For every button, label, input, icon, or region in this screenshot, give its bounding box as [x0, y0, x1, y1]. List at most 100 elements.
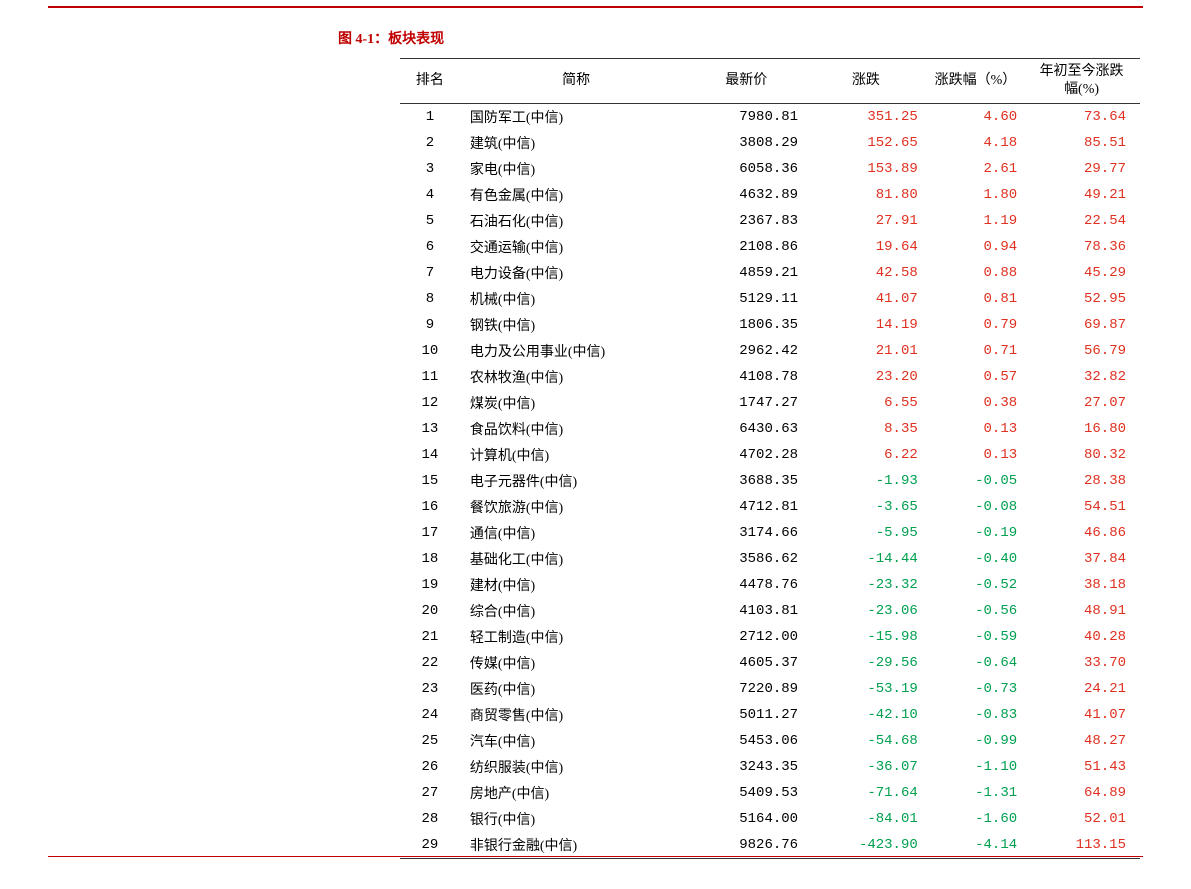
cell-ytd: 51.43 [1031, 754, 1140, 780]
cell-change: -423.90 [808, 832, 928, 859]
cell-pct: -0.19 [928, 520, 1031, 546]
cell-price: 6058.36 [688, 156, 808, 182]
cell-name: 医药(中信) [460, 676, 689, 702]
cell-ytd: 48.91 [1031, 598, 1140, 624]
cell-change: 152.65 [808, 130, 928, 156]
cell-ytd: 28.38 [1031, 468, 1140, 494]
cell-rank: 4 [400, 182, 460, 208]
cell-name: 纺织服装(中信) [460, 754, 689, 780]
cell-price: 4712.81 [688, 494, 808, 520]
cell-change: 153.89 [808, 156, 928, 182]
cell-price: 5011.27 [688, 702, 808, 728]
cell-ytd: 73.64 [1031, 104, 1140, 131]
table-row: 13食品饮料(中信)6430.638.350.1316.80 [400, 416, 1140, 442]
cell-price: 7220.89 [688, 676, 808, 702]
cell-change: 6.55 [808, 390, 928, 416]
cell-ytd: 85.51 [1031, 130, 1140, 156]
cell-price: 3808.29 [688, 130, 808, 156]
cell-name: 建材(中信) [460, 572, 689, 598]
cell-name: 国防军工(中信) [460, 104, 689, 131]
cell-ytd: 40.28 [1031, 624, 1140, 650]
cell-change: 23.20 [808, 364, 928, 390]
cell-change: 21.01 [808, 338, 928, 364]
cell-ytd: 54.51 [1031, 494, 1140, 520]
table-row: 11农林牧渔(中信)4108.7823.200.5732.82 [400, 364, 1140, 390]
cell-ytd: 24.21 [1031, 676, 1140, 702]
cell-name: 非银行金融(中信) [460, 832, 689, 859]
cell-ytd: 41.07 [1031, 702, 1140, 728]
cell-rank: 23 [400, 676, 460, 702]
cell-price: 4103.81 [688, 598, 808, 624]
cell-name: 机械(中信) [460, 286, 689, 312]
cell-change: -42.10 [808, 702, 928, 728]
cell-name: 轻工制造(中信) [460, 624, 689, 650]
cell-rank: 11 [400, 364, 460, 390]
cell-rank: 28 [400, 806, 460, 832]
cell-name: 煤炭(中信) [460, 390, 689, 416]
cell-change: -3.65 [808, 494, 928, 520]
table-row: 27房地产(中信)5409.53-71.64-1.3164.89 [400, 780, 1140, 806]
cell-name: 汽车(中信) [460, 728, 689, 754]
table-row: 26纺织服装(中信)3243.35-36.07-1.1051.43 [400, 754, 1140, 780]
cell-change: 41.07 [808, 286, 928, 312]
cell-rank: 12 [400, 390, 460, 416]
cell-change: -71.64 [808, 780, 928, 806]
cell-ytd: 49.21 [1031, 182, 1140, 208]
cell-price: 4108.78 [688, 364, 808, 390]
cell-pct: 0.57 [928, 364, 1031, 390]
table-row: 17通信(中信)3174.66-5.95-0.1946.86 [400, 520, 1140, 546]
cell-change: 27.91 [808, 208, 928, 234]
cell-name: 计算机(中信) [460, 442, 689, 468]
cell-change: -54.68 [808, 728, 928, 754]
cell-ytd: 64.89 [1031, 780, 1140, 806]
cell-pct: -1.60 [928, 806, 1031, 832]
table-row: 29非银行金融(中信)9826.76-423.90-4.14113.15 [400, 832, 1140, 859]
cell-name: 农林牧渔(中信) [460, 364, 689, 390]
cell-price: 5453.06 [688, 728, 808, 754]
header-ytd: 年初至今涨跌幅(%) [1031, 59, 1140, 104]
table-row: 10电力及公用事业(中信)2962.4221.010.7156.79 [400, 338, 1140, 364]
cell-name: 房地产(中信) [460, 780, 689, 806]
cell-pct: -0.73 [928, 676, 1031, 702]
cell-rank: 2 [400, 130, 460, 156]
cell-price: 3688.35 [688, 468, 808, 494]
top-accent-border [48, 6, 1143, 8]
cell-name: 有色金属(中信) [460, 182, 689, 208]
cell-change: 8.35 [808, 416, 928, 442]
cell-rank: 15 [400, 468, 460, 494]
cell-change: -36.07 [808, 754, 928, 780]
table-row: 22传媒(中信)4605.37-29.56-0.6433.70 [400, 650, 1140, 676]
cell-change: -1.93 [808, 468, 928, 494]
header-name: 简称 [460, 59, 689, 104]
cell-name: 综合(中信) [460, 598, 689, 624]
cell-pct: 0.79 [928, 312, 1031, 338]
table-row: 24商贸零售(中信)5011.27-42.10-0.8341.07 [400, 702, 1140, 728]
cell-change: -53.19 [808, 676, 928, 702]
cell-price: 4859.21 [688, 260, 808, 286]
cell-ytd: 46.86 [1031, 520, 1140, 546]
cell-pct: 0.81 [928, 286, 1031, 312]
cell-change: 81.80 [808, 182, 928, 208]
cell-rank: 22 [400, 650, 460, 676]
table-body: 1国防军工(中信)7980.81351.254.6073.642建筑(中信)38… [400, 104, 1140, 859]
header-pct: 涨跌幅（%） [928, 59, 1031, 104]
cell-rank: 5 [400, 208, 460, 234]
cell-name: 食品饮料(中信) [460, 416, 689, 442]
header-rank: 排名 [400, 59, 460, 104]
cell-price: 3243.35 [688, 754, 808, 780]
cell-rank: 7 [400, 260, 460, 286]
cell-rank: 9 [400, 312, 460, 338]
table-row: 7电力设备(中信)4859.2142.580.8845.29 [400, 260, 1140, 286]
cell-ytd: 22.54 [1031, 208, 1140, 234]
cell-name: 基础化工(中信) [460, 546, 689, 572]
cell-pct: -0.56 [928, 598, 1031, 624]
cell-pct: 2.61 [928, 156, 1031, 182]
cell-name: 银行(中信) [460, 806, 689, 832]
cell-price: 3586.62 [688, 546, 808, 572]
cell-price: 4702.28 [688, 442, 808, 468]
cell-pct: 4.60 [928, 104, 1031, 131]
figure-title: 图 4-1：板块表现 [338, 28, 444, 48]
cell-price: 1747.27 [688, 390, 808, 416]
cell-rank: 18 [400, 546, 460, 572]
cell-name: 钢铁(中信) [460, 312, 689, 338]
